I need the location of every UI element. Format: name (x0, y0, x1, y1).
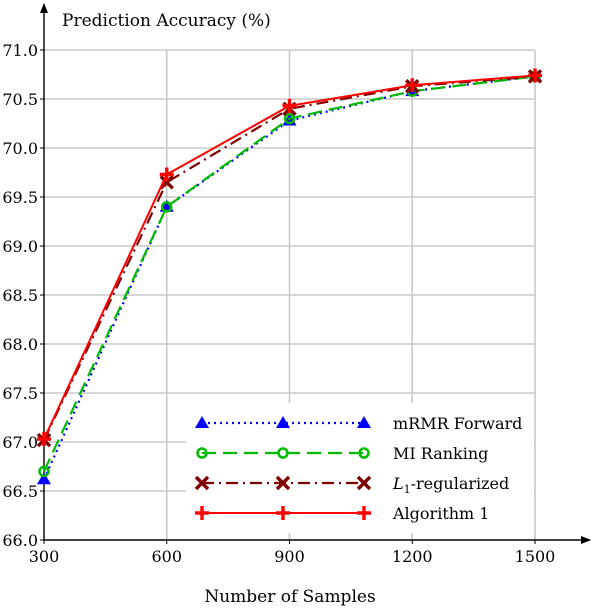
y-tick-label: 69.0 (2, 237, 38, 256)
axes (40, 3, 591, 544)
legend: mRMR Forward MI Ranking L1-regularized Algo… (186, 403, 534, 533)
x-tick-label: 1500 (515, 547, 556, 566)
legend-marker-plus (357, 506, 371, 520)
data-point-circle (38, 465, 50, 478)
legend-marker-circle (358, 447, 370, 459)
legend-label: L1-regularized (392, 474, 509, 496)
legend-marker-plus (195, 506, 209, 520)
y-tick-label: 68.0 (2, 335, 38, 354)
x-tick-label: 900 (274, 547, 305, 566)
data-point-triangle (37, 472, 51, 485)
legend-label: mRMR Forward (393, 414, 522, 433)
legend-marker-x (194, 475, 210, 491)
data-point-x (159, 175, 174, 190)
y-tick-label: 68.5 (2, 286, 38, 305)
legend-marker-circle (196, 447, 208, 459)
y-tick-label: 70.5 (2, 90, 38, 109)
data-point-plus (528, 68, 542, 83)
legend-label: MI Ranking (393, 444, 488, 463)
legend-marker-x (356, 475, 372, 491)
legend-label: Algorithm 1 (392, 504, 489, 523)
y-tick-label: 66.0 (2, 531, 38, 550)
y-tick-label: 71.0 (2, 41, 38, 60)
series-line (43, 75, 536, 472)
legend-marker-triangle (276, 416, 290, 428)
x-tick-label: 300 (29, 547, 60, 566)
y-tick-label: 66.5 (2, 482, 38, 501)
y-tick-label: 70.0 (2, 139, 38, 158)
y-tick-label: 67.0 (2, 433, 38, 452)
y-tick-label: 69.5 (2, 188, 38, 207)
x-tick-label: 1200 (392, 547, 433, 566)
legend-marker-circle (277, 447, 289, 459)
data-point-circle (161, 201, 173, 213)
data-point-plus (282, 98, 297, 113)
data-point-circle (283, 112, 296, 125)
x-tick-label: 600 (151, 547, 182, 566)
data-point-plus (159, 167, 174, 182)
y-tick-label: 67.5 (2, 384, 38, 403)
data-point-plus (37, 432, 51, 447)
legend-marker-triangle (195, 416, 209, 428)
data-point-plus (405, 78, 420, 93)
tick-labels: 66.0 66.5 67.0 67.5 68.0 68.5 69.0 69.5 70.0 70.5… (2, 41, 555, 566)
series-group (36, 68, 543, 485)
legend-marker-plus (276, 506, 290, 520)
legend-marker-x (275, 475, 291, 491)
y-axis-title: Prediction Accuracy (%) (62, 11, 271, 31)
legend-marker-triangle (357, 416, 371, 428)
x-axis-title: Number of Samples (204, 587, 375, 607)
